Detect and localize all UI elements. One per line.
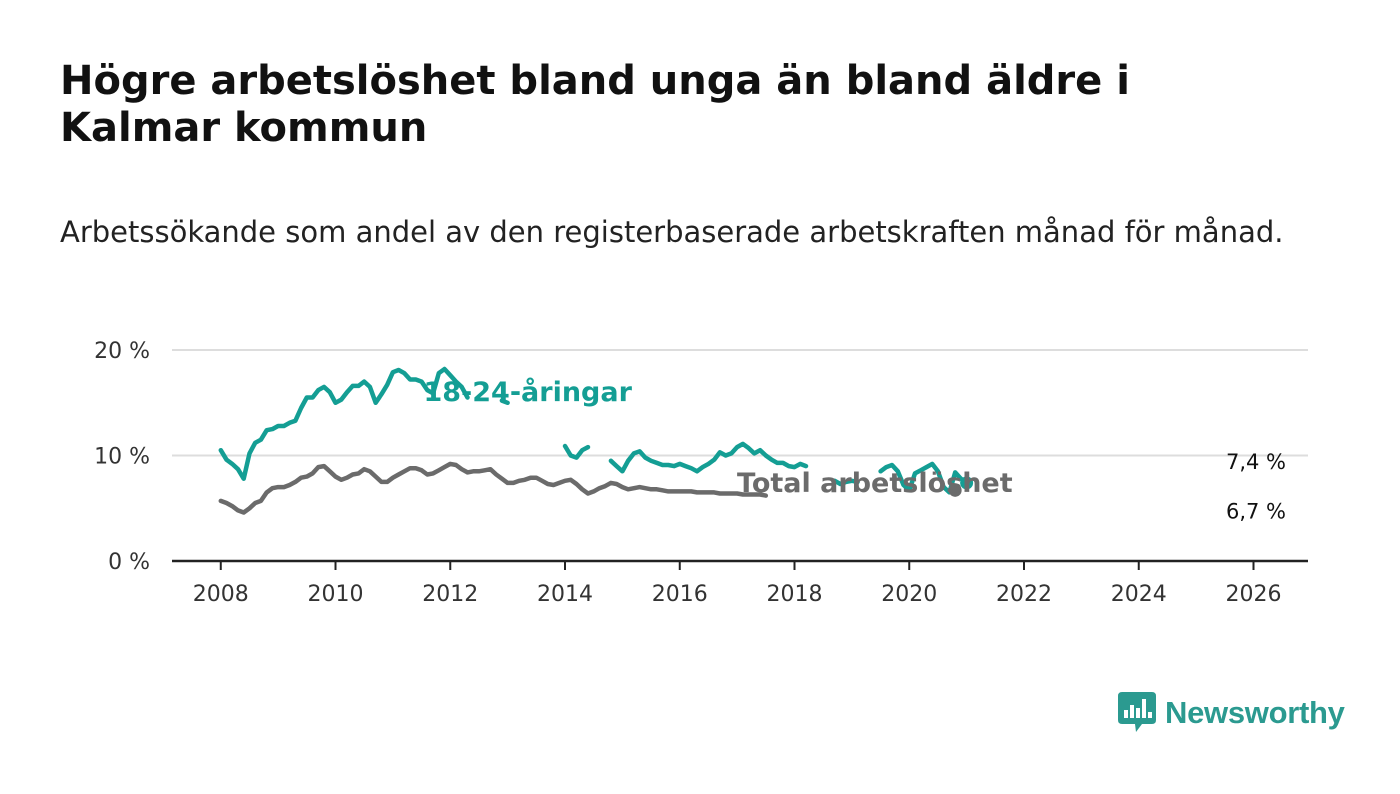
line-chart: 0 % 10 % 20 % 2008 2010 2012 2014 2016 2018 2020… <box>94 339 1308 607</box>
gridlines: 0 % 10 % 20 % <box>94 339 1308 575</box>
chart-subtitle: Arbetssökande som andel av den registerb… <box>60 215 1284 249</box>
y-tick-label: 0 % <box>108 550 150 575</box>
chart-title: Högre arbetslöshet bland unga än bland ä… <box>60 58 1130 151</box>
x-tick-label: 2020 <box>881 582 937 607</box>
series-segment <box>878 461 969 495</box>
x-tick-label: 2014 <box>537 582 593 607</box>
series-label-young: 18-24-åringar <box>423 376 632 408</box>
series-segment <box>608 441 809 474</box>
series-segment <box>499 398 510 406</box>
y-tick-label: 10 % <box>94 445 150 470</box>
series-lines <box>218 366 974 515</box>
series-segment <box>562 443 591 460</box>
x-tick-label: 2018 <box>767 582 823 607</box>
series-segment <box>832 478 860 487</box>
end-value-label: 6,7 % <box>1226 499 1286 523</box>
x-tick-label: 2012 <box>422 582 478 607</box>
series-end-point <box>948 483 962 497</box>
series-segment <box>218 461 769 515</box>
x-tick-label: 2026 <box>1225 582 1281 607</box>
newsworthy-logo[interactable]: Newsworthy <box>1118 690 1345 736</box>
x-tick-label: 2024 <box>1111 582 1167 607</box>
x-tick-label: 2010 <box>308 582 364 607</box>
x-tick-label: 2022 <box>996 582 1052 607</box>
newsworthy-bar-chart-icon <box>1118 692 1156 732</box>
series-line-young <box>218 366 974 495</box>
brand-name: Newsworthy <box>1165 695 1345 730</box>
y-tick-label: 20 % <box>94 339 150 364</box>
x-axis: 2008 2010 2012 2014 2016 2018 2020 2022 2024 2026 <box>172 559 1308 607</box>
series-end-point <box>960 476 974 490</box>
series-segment <box>218 366 470 481</box>
series-label-total: Total arbetslöshet <box>737 468 1013 499</box>
series-line-total <box>218 461 962 515</box>
series-labels: 18-24-åringar Total arbetslöshet 7,4 % 6,7 … <box>423 376 1286 523</box>
x-tick-label: 2008 <box>193 582 249 607</box>
x-tick-label: 2016 <box>652 582 708 607</box>
end-value-label: 7,4 % <box>1226 450 1286 474</box>
